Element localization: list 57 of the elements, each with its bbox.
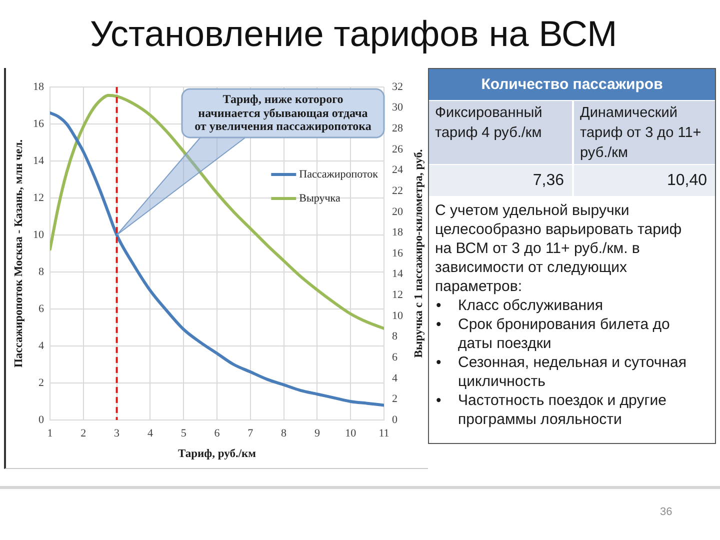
text: Фиксированный тариф 4 руб./км [429,101,572,164]
y2-tick-label: 30 [392,102,404,114]
y-tick-label: 16 [33,118,44,130]
y2-tick-label: 4 [392,372,398,384]
x-tick-label: 9 [314,427,320,440]
x-tick-label: 10 [345,427,357,440]
x-tick-label: 7 [248,427,254,440]
y2-tick-label: 22 [392,184,403,197]
text: 36 [660,506,672,518]
y2-tick-label: 16 [392,247,404,260]
y-tick-label: 18 [33,80,44,93]
x-tick-label: 8 [281,427,288,440]
text: • Срок бронирования билета до даты поездки [436,315,670,352]
text: • Класс обслуживания [436,296,604,315]
x-tick-label: 2 [80,427,86,440]
x-axis-title: Тариф, руб./км [178,448,256,460]
x-tick-label: 1 [47,427,53,440]
chart-title: Установление тарифов на ВСМ [90,12,618,56]
legend-label: Пассажиропоток [299,168,379,180]
text: 7,36 [429,165,572,196]
legend-label: Выручка [299,192,340,204]
y2-tick-label: 0 [392,414,398,426]
y2-tick-label: 12 [392,289,403,302]
annotation: Тариф, ниже которого начинается убывающая отдача от увеличения пассажиропотока [194,92,372,134]
y2-tick-label: 20 [392,206,404,218]
y-tick-label: 12 [33,192,44,204]
x-tick-label: 6 [214,427,220,440]
text: • Частотность поездок и другие программы лояльности [436,391,666,428]
y-tick-label: 0 [38,414,44,426]
y2-axis-title: Выручка с 1 пассажиро-километра, руб. [412,149,425,358]
y2-tick-label: 28 [392,122,404,135]
y-tick-label: 4 [38,340,44,352]
x-tick-label: 3 [114,427,120,440]
y-axis-title: Пассажиропоток Москва - Казань, млн чел. [12,139,25,368]
text: Количество пассажиров [429,69,715,100]
y2-tick-label: 2 [392,393,398,406]
y-tick-label: 6 [38,302,44,315]
y-tick-label: 10 [33,228,44,241]
y2-tick-label: 24 [392,164,404,176]
x-tick-label: 4 [147,427,154,440]
text: С учетом удельной выручки целесообразно варьировать тариф на ВСМ от 3 до 11+ руб./км. в зависимости от следующих параметров: [434,201,683,296]
x-tick-label: 5 [180,427,187,440]
y-tick-label: 14 [33,154,44,167]
y2-tick-label: 18 [392,226,404,239]
x-tick-label: 11 [378,427,390,440]
y2-tick-label: 32 [392,80,403,93]
y-tick-label: 8 [38,266,44,278]
text: • Сезонная, недельная и суточная цикличность [436,353,686,390]
y2-tick-label: 8 [392,330,398,343]
y-tick-label: 2 [38,376,44,389]
text: Динамический тариф от 3 до 11+ руб./км [574,101,715,164]
y2-tick-label: 14 [392,268,404,280]
y2-tick-label: 6 [392,351,398,364]
y2-tick-label: 26 [392,143,404,156]
text: 10,40 [574,165,715,196]
line-series [50,94,384,330]
y2-tick-label: 10 [392,310,404,322]
